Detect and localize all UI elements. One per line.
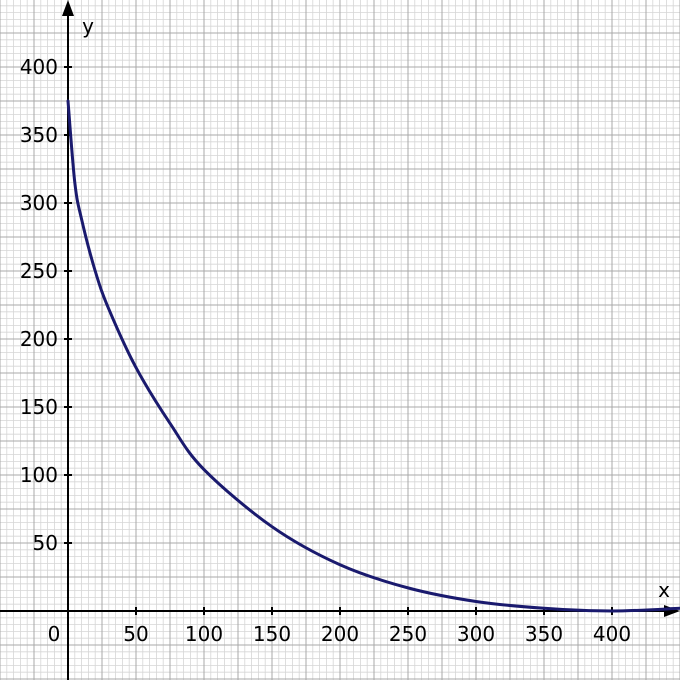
y-tick-label: 350 [20, 123, 58, 147]
y-tick-label: 250 [20, 259, 58, 283]
x-tick-label: 400 [593, 622, 631, 646]
x-tick-label: 150 [253, 622, 291, 646]
y-tick-label: 400 [20, 55, 58, 79]
x-tick-label: 250 [389, 622, 427, 646]
y-tick-label: 100 [20, 463, 58, 487]
y-tick-label: 300 [20, 191, 58, 215]
origin-label: 0 [48, 622, 61, 646]
ticks: 50 100 150 200 250 300 350 400 50 100 150 200 250 300… [20, 55, 631, 646]
x-tick-label: 350 [525, 622, 563, 646]
y-tick-label: 150 [20, 395, 58, 419]
y-axis-label: y [82, 14, 94, 38]
labels-layer: x y 0 [48, 14, 670, 646]
x-axis-label: x [658, 578, 670, 602]
series-line [66, 99, 680, 613]
y-axis-arrow [62, 0, 74, 16]
x-axis-arrow [664, 605, 680, 617]
series-layer [66, 99, 680, 613]
x-tick-label: 50 [123, 622, 148, 646]
x-tick-label: 200 [321, 622, 359, 646]
y-tick-label: 200 [20, 327, 58, 351]
x-tick-label: 100 [185, 622, 223, 646]
x-tick-label: 300 [457, 622, 495, 646]
y-tick-label: 50 [33, 531, 58, 555]
